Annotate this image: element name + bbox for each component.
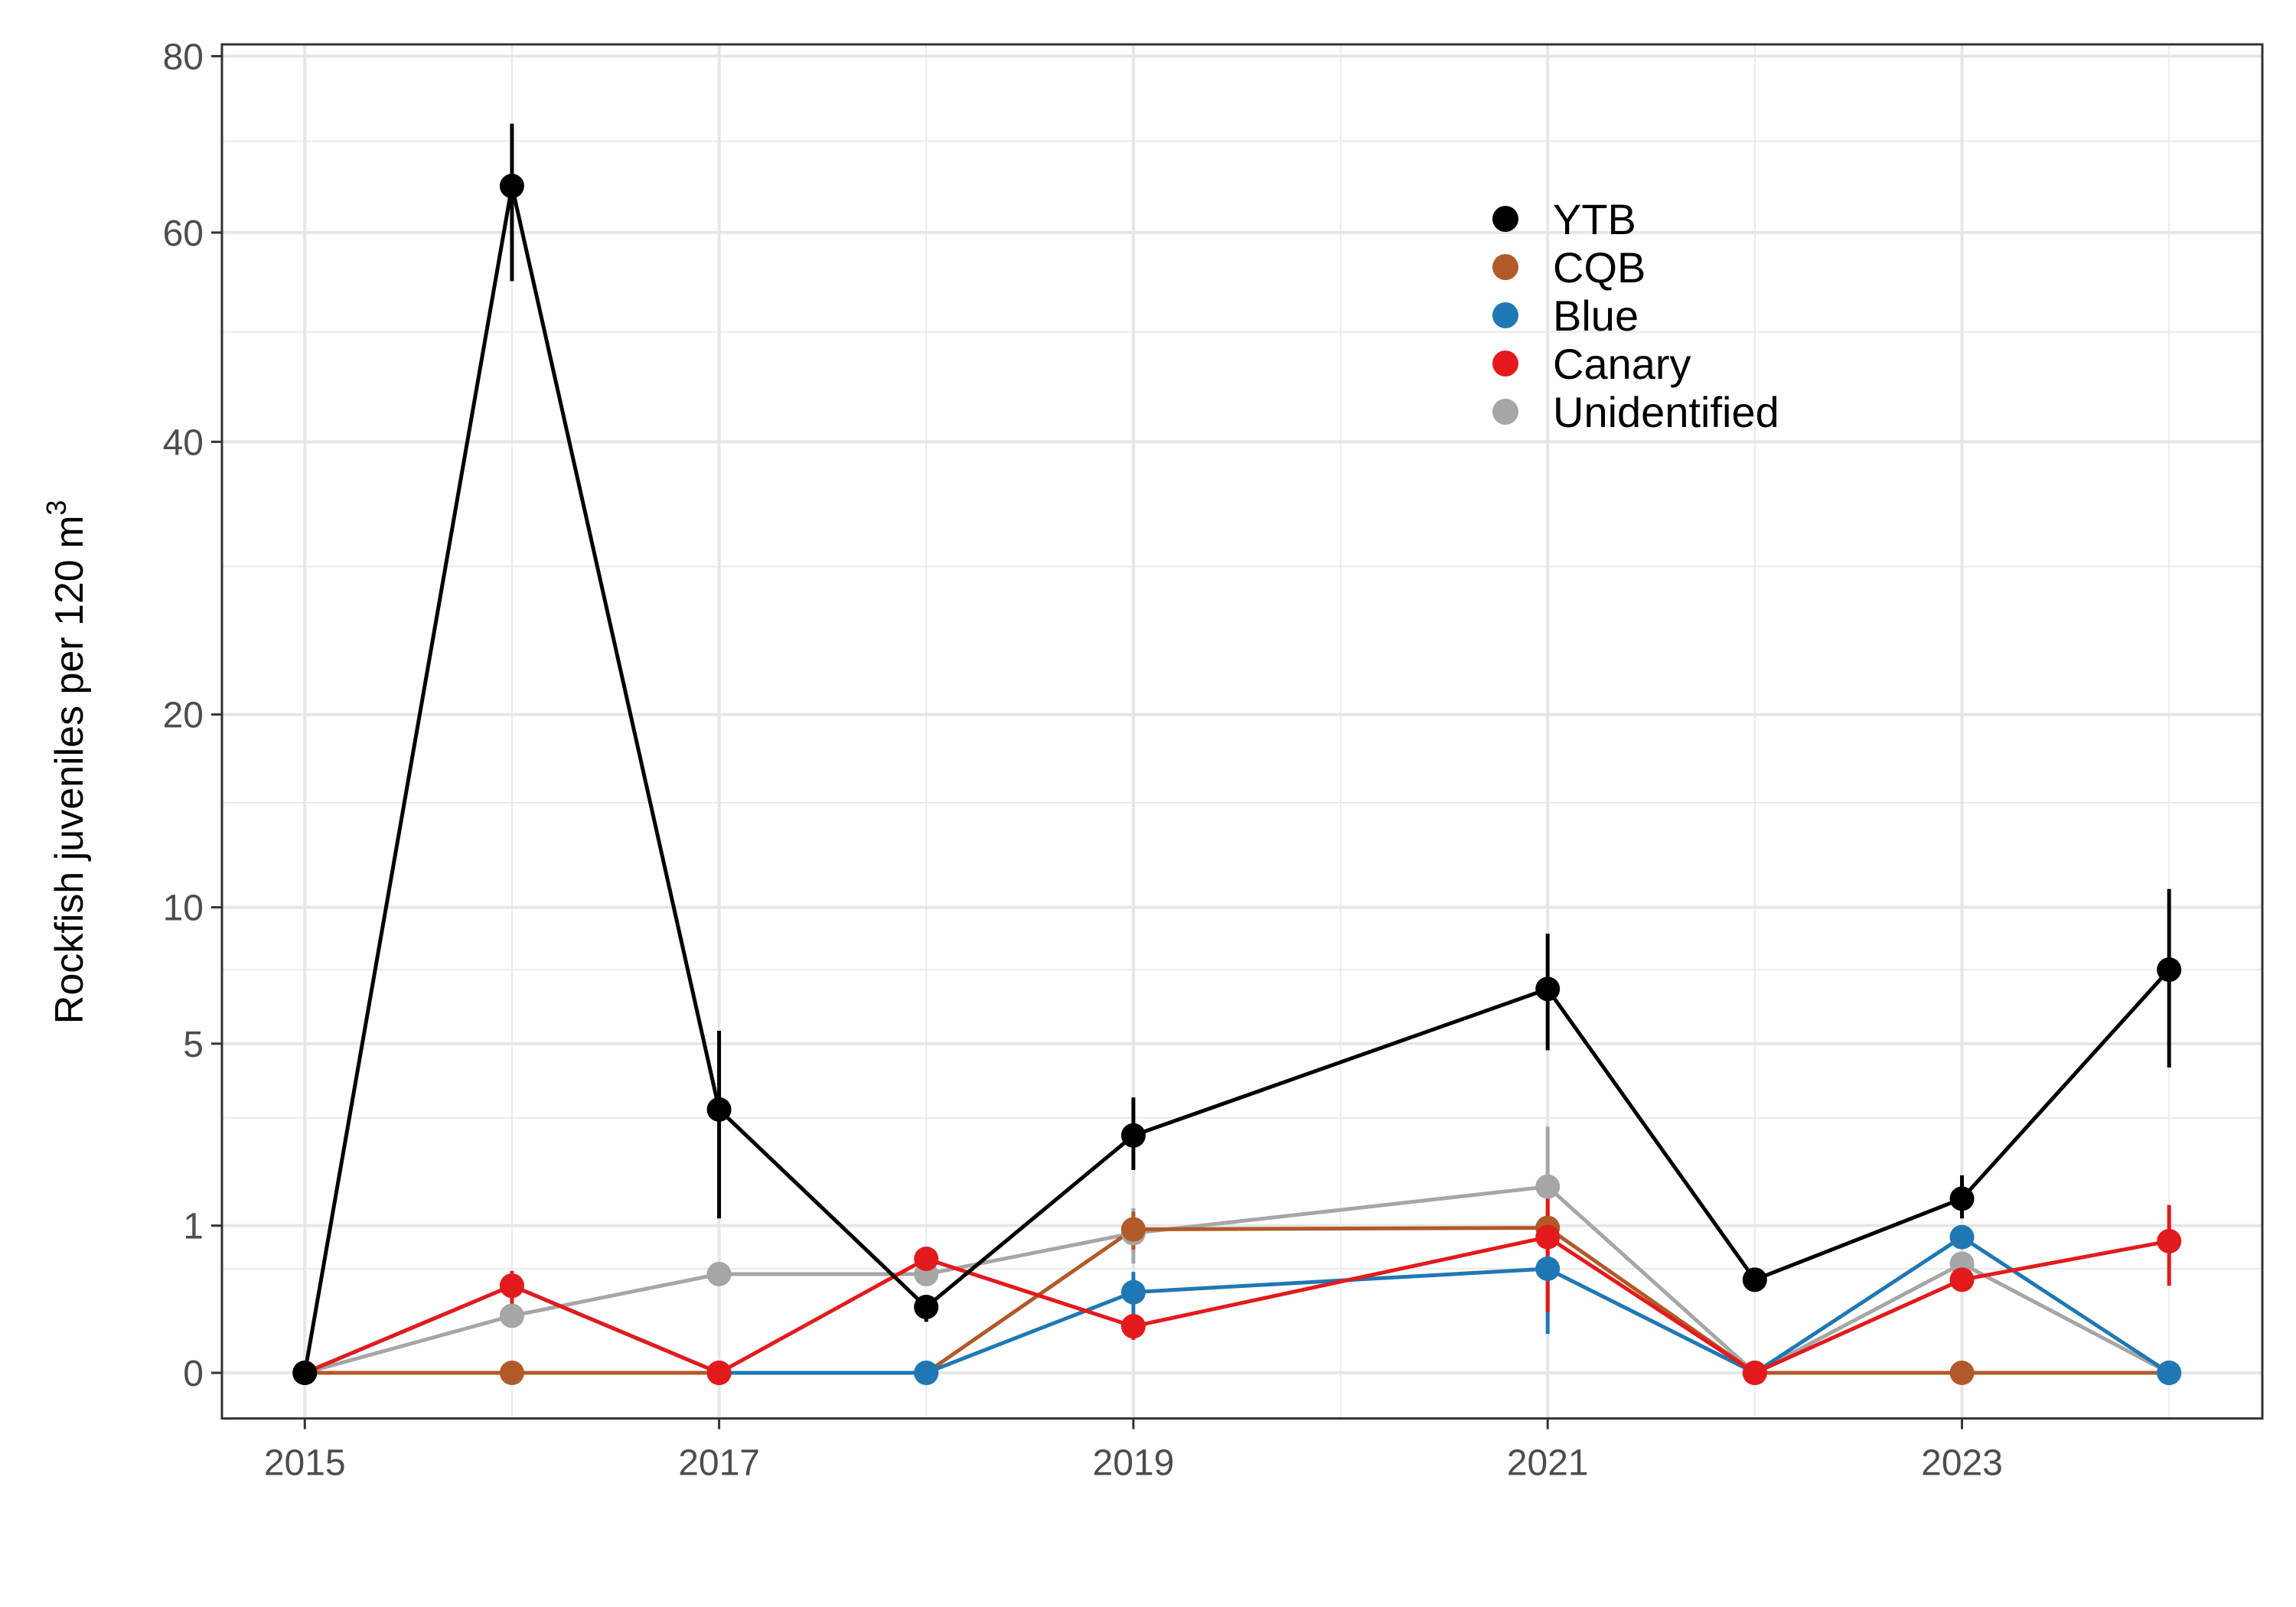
legend-label-unidentified: Unidentified — [1553, 388, 1779, 436]
x-tick-label: 2015 — [264, 1443, 346, 1484]
point-ytb — [2157, 957, 2182, 983]
point-cqb — [1120, 1217, 1146, 1242]
point-ytb — [292, 1361, 318, 1385]
point-canary — [914, 1246, 939, 1271]
point-unidentified — [1535, 1174, 1561, 1199]
grid-lines — [222, 44, 2262, 1419]
plot-border — [220, 43, 2264, 1420]
point-blue — [2157, 1361, 2182, 1385]
point-canary — [499, 1273, 524, 1299]
legend-label-cqb: CQB — [1553, 243, 1645, 292]
legend-label-ytb: YTB — [1553, 195, 1636, 243]
point-cqb — [499, 1361, 524, 1385]
y-tick-label: 60 — [163, 214, 204, 254]
legend-key-ytb — [1492, 206, 1518, 232]
point-canary — [1535, 1224, 1561, 1250]
y-tick-label: 5 — [183, 1025, 204, 1065]
point-ytb — [1120, 1123, 1146, 1148]
point-blue — [914, 1361, 939, 1385]
legend-label-canary: Canary — [1553, 340, 1691, 388]
point-canary — [1949, 1267, 1975, 1292]
series-points — [292, 174, 2182, 1385]
point-blue — [1949, 1224, 1975, 1250]
y-tick-label: 10 — [163, 888, 204, 929]
y-tick-label: 1 — [183, 1207, 204, 1247]
legend-key-canary — [1492, 350, 1518, 376]
point-ytb — [914, 1294, 939, 1319]
legend-label-blue: Blue — [1553, 292, 1639, 340]
point-blue — [1535, 1256, 1561, 1281]
x-tick-label: 2021 — [1507, 1443, 1589, 1484]
point-canary — [1742, 1361, 1767, 1385]
x-tick-label: 2023 — [1921, 1443, 2003, 1484]
legend-key-unidentified — [1492, 399, 1518, 425]
y-tick-label: 0 — [183, 1354, 204, 1394]
y-tick-label: 40 — [163, 422, 204, 463]
legend-key-blue — [1492, 302, 1518, 328]
x-tick-label: 2019 — [1093, 1443, 1175, 1484]
point-ytb — [706, 1097, 732, 1122]
point-cqb — [1949, 1361, 1975, 1385]
point-ytb — [1949, 1186, 1975, 1211]
point-unidentified — [706, 1261, 732, 1286]
y-axis-title-text: Rockfish juveniles per 120 m — [47, 515, 92, 1024]
axes: 0 1 5 10 20 40 60 80 2015 2017 2019 2021 2023 — [163, 37, 2003, 1483]
plot-panel — [222, 44, 2262, 1419]
y-tick-label: 20 — [163, 696, 204, 736]
point-canary — [2157, 1228, 2182, 1253]
point-canary — [706, 1361, 732, 1385]
y-axis-title-superscript: 3 — [41, 500, 72, 515]
y-axis-title: Rockfish juveniles per 120 m3 — [41, 500, 92, 1024]
y-tick-label: 80 — [163, 37, 204, 77]
x-tick-label: 2017 — [678, 1443, 760, 1484]
point-canary — [1120, 1314, 1146, 1339]
point-blue — [1120, 1279, 1146, 1305]
point-unidentified — [499, 1303, 524, 1328]
legend-key-cqb — [1492, 254, 1518, 280]
point-ytb — [499, 174, 524, 199]
point-ytb — [1742, 1267, 1767, 1292]
point-ytb — [1535, 976, 1561, 1002]
